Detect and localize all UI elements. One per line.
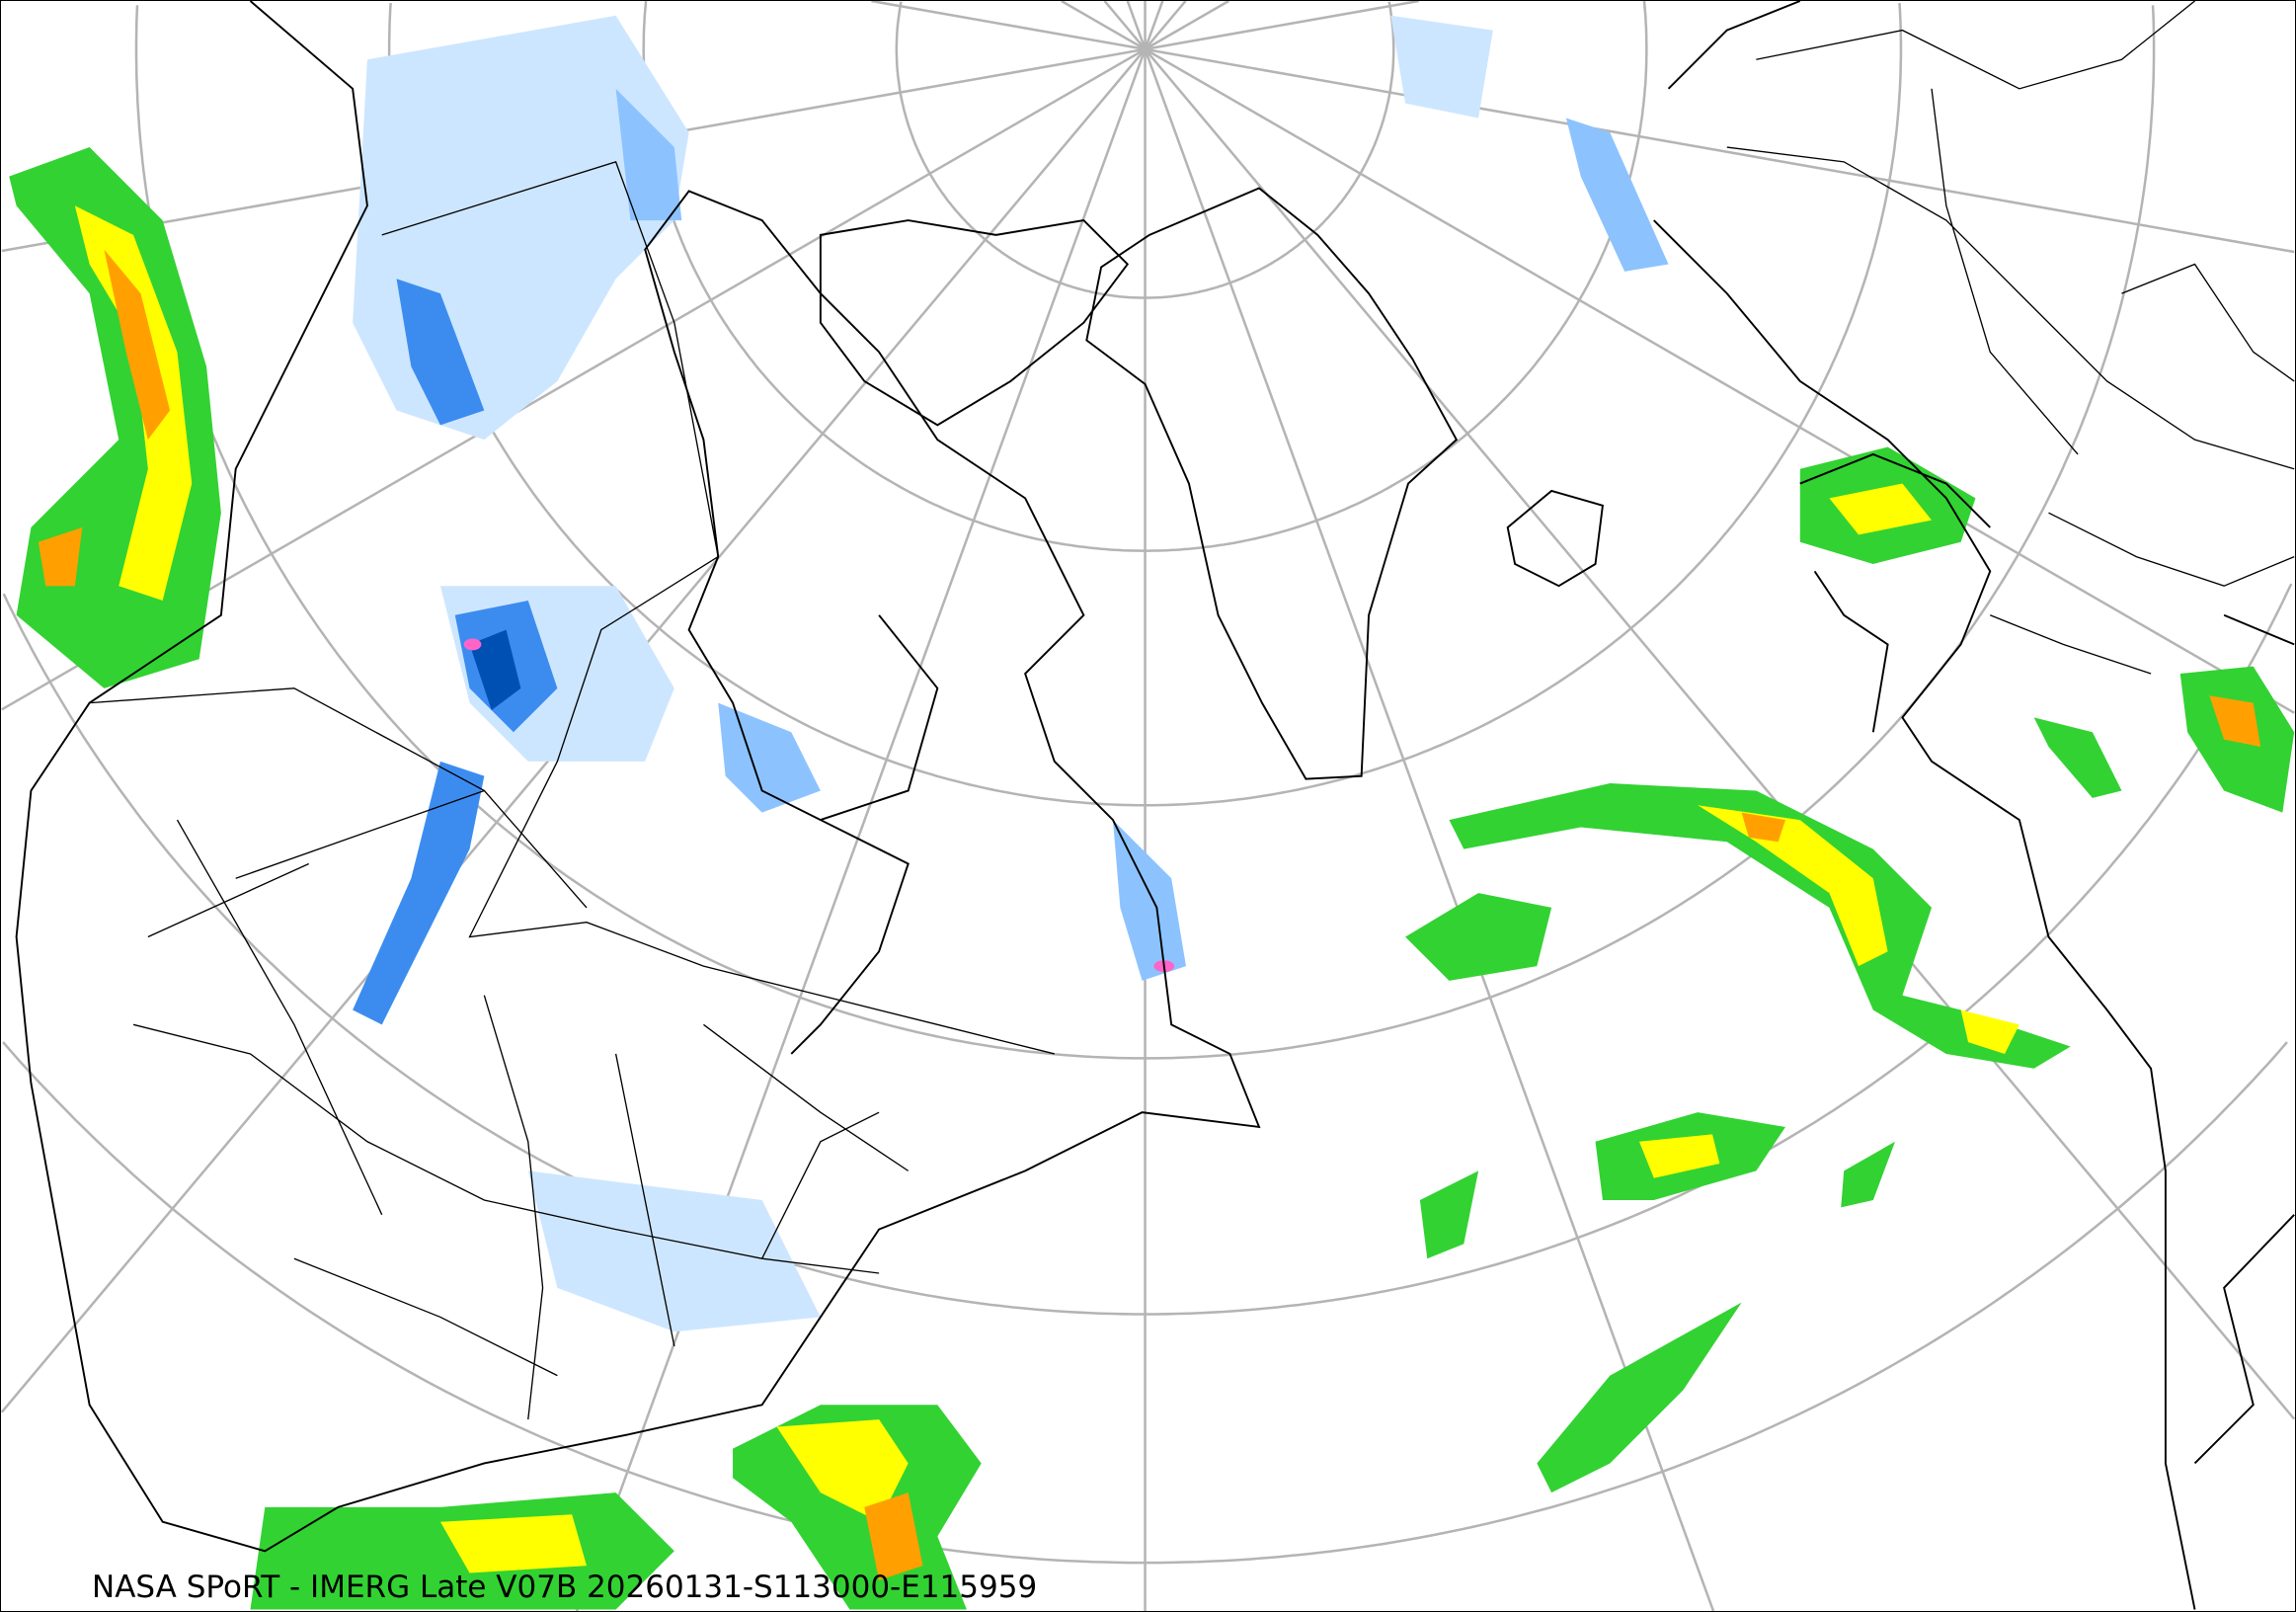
borders (89, 1, 2295, 1420)
latitude-circle (2, 583, 2293, 1316)
rain-precip (9, 147, 2295, 1610)
meridian-line (1144, 48, 1715, 1611)
meridian-line (1144, 1, 1164, 50)
europe-coast (1653, 1, 2196, 1610)
meridian-line (1144, 47, 2295, 714)
hudson-bay (790, 819, 910, 1055)
canadian-archipelago (819, 219, 1130, 427)
meridian-line (575, 48, 1147, 1611)
north-america-coast (15, 1, 1261, 1553)
greenland-outline (1085, 187, 1459, 780)
europe-coast-2 (1799, 452, 2295, 1465)
meridian-line (1145, 47, 2295, 254)
map-caption: NASA SPoRT - IMERG Late V07B 20260131-S1… (92, 1570, 1038, 1605)
snow-precip (353, 15, 1669, 1332)
iceland-outline (1506, 489, 1604, 588)
meridian-line (1061, 1, 1147, 50)
meridian-line (1145, 1, 1419, 51)
meridian-line (1144, 1, 1187, 50)
latitude-circle (134, 5, 2156, 1060)
meridian-line (1103, 1, 1147, 50)
meridian-line (1144, 1, 1229, 50)
coastlines (15, 1, 2295, 1610)
meridian-line (871, 1, 1146, 51)
meridian-line (1144, 48, 2295, 1420)
latitude-circle (642, 1, 1648, 552)
meridian-line (1126, 1, 1147, 50)
